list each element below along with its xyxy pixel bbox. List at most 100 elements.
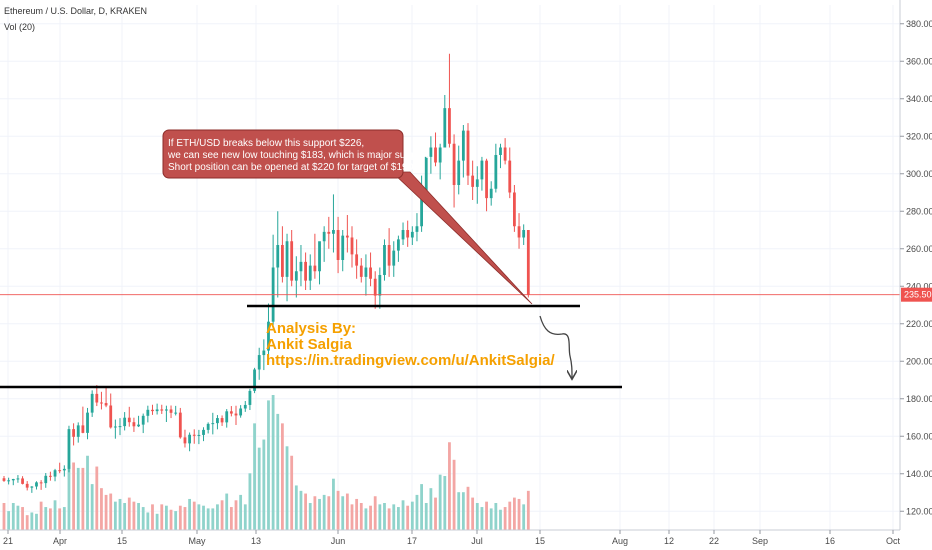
- candle-body: [276, 245, 280, 268]
- candlestick-series: [2, 53, 530, 493]
- candle-body: [25, 483, 29, 488]
- volume-bar: [429, 488, 433, 530]
- author-url: https://in.tradingview.com/u/AnkitSalgia…: [266, 352, 555, 369]
- candle-body: [308, 265, 312, 281]
- y-tick-label: 160.00: [906, 431, 932, 441]
- candle-body: [517, 226, 521, 238]
- author-name: Ankit Salgia: [266, 336, 353, 353]
- volume-bar: [475, 503, 479, 530]
- candle-body: [480, 160, 484, 180]
- candle-body: [299, 261, 303, 272]
- volume-bar: [165, 505, 168, 530]
- volume-bar: [457, 492, 461, 530]
- annotation-line-3: Short position can be opened at $220 for…: [168, 162, 416, 173]
- volume-bar: [137, 503, 140, 530]
- y-tick-label: 300.00: [906, 169, 932, 179]
- volume-bar: [257, 447, 261, 530]
- candle-body: [72, 429, 75, 437]
- candle-body: [16, 478, 20, 480]
- candle-body: [364, 267, 368, 277]
- candle-body: [81, 425, 85, 433]
- annotation-line-2: we can see new low touching $183, which …: [167, 150, 431, 161]
- x-tick-label: 15: [535, 536, 545, 546]
- candle-body: [90, 393, 94, 413]
- price-axis[interactable]: 120.00 140.00 160.00 180.00 200.00 220.00 240.…: [900, 19, 932, 517]
- volume-bar: [248, 473, 252, 530]
- volume-bar: [174, 511, 178, 530]
- candle-body: [424, 156, 428, 195]
- candle-body: [350, 237, 354, 255]
- candle-body: [253, 369, 256, 391]
- volume-bar: [387, 508, 391, 530]
- volume-bar: [53, 500, 57, 530]
- candle-body: [146, 409, 150, 416]
- candle-body: [165, 409, 168, 411]
- volume-bar: [318, 498, 321, 530]
- volume-bar: [369, 505, 372, 530]
- candle-body: [429, 147, 433, 157]
- x-tick-label: 21: [3, 536, 13, 546]
- volume-bar: [304, 493, 307, 530]
- projection-arrow[interactable]: [539, 315, 572, 378]
- volume-bar: [151, 504, 154, 530]
- candle-body: [438, 147, 442, 163]
- candle-body: [178, 412, 182, 438]
- candle-body: [475, 179, 479, 187]
- candle-body: [336, 230, 340, 260]
- annotation-line-1: If ETH/USD breaks below this support $22…: [168, 138, 364, 149]
- candle-body: [183, 437, 187, 444]
- volume-bar: [100, 488, 103, 530]
- candle-body: [141, 415, 145, 425]
- volume-bar: [11, 503, 15, 530]
- volume-bar: [294, 485, 298, 530]
- volume-bar: [76, 467, 80, 530]
- volume-bar: [109, 493, 113, 530]
- candle-body: [30, 486, 34, 488]
- x-tick-label: 16: [825, 536, 835, 546]
- candle-body: [95, 393, 99, 403]
- volume-bar: [466, 486, 470, 530]
- volume-bar: [345, 493, 349, 530]
- volume-bar: [494, 503, 498, 530]
- volume-bar: [281, 423, 284, 530]
- volume-bar: [90, 484, 94, 530]
- time-axis[interactable]: 21 Apr 15 May 13 Jun 17 Jul 15 Aug 12 22 Sep 16 Oct: [3, 530, 901, 546]
- candle-body: [327, 231, 331, 234]
- candle-body: [151, 409, 154, 412]
- candle-body: [401, 230, 405, 240]
- volume-bar: [271, 395, 275, 530]
- candle-body: [341, 235, 345, 260]
- y-tick-label: 240.00: [906, 281, 932, 291]
- volume-bar: [95, 466, 99, 530]
- volume-bar: [262, 439, 266, 530]
- volume-bar: [132, 501, 136, 530]
- volume-bar: [72, 462, 75, 530]
- volume-bar: [332, 478, 335, 530]
- annotation-callout[interactable]: [162, 129, 404, 179]
- candle-body: [123, 417, 127, 427]
- volume-bar: [216, 504, 219, 530]
- candle-body: [257, 355, 261, 370]
- candle-body: [355, 254, 359, 266]
- candle-body: [67, 429, 71, 469]
- candle-body: [229, 411, 233, 414]
- candle-body: [132, 422, 136, 427]
- candle-body: [452, 143, 456, 185]
- y-tick-label: 360.00: [906, 56, 932, 66]
- volume-bar: [178, 505, 182, 530]
- volume-bar: [513, 497, 516, 530]
- volume-bar: [499, 509, 502, 530]
- candle-body: [100, 402, 103, 404]
- candle-body: [378, 275, 382, 296]
- volume-bar: [485, 501, 488, 530]
- volume-bar: [44, 507, 48, 530]
- volume-bar: [406, 505, 410, 530]
- volume-bar: [489, 508, 493, 530]
- volume-bar: [471, 497, 475, 530]
- candle-body: [2, 478, 6, 481]
- y-tick-label: 180.00: [906, 394, 932, 404]
- volume-bar: [383, 503, 386, 530]
- volume-bar: [341, 496, 345, 530]
- candle-body: [174, 412, 178, 414]
